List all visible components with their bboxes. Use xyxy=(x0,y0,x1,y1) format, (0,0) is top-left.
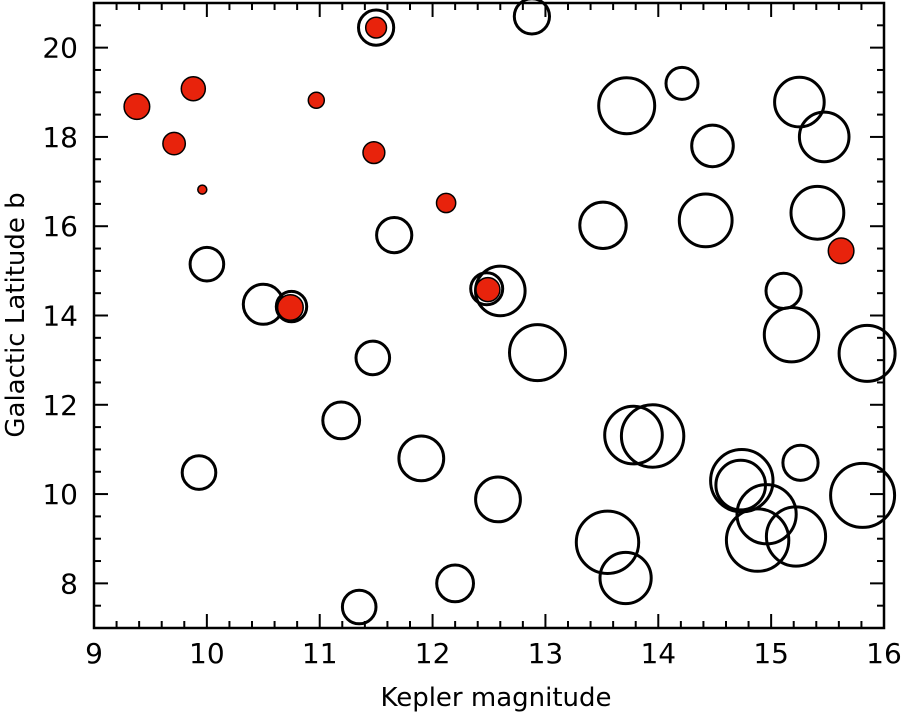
axis-ticks xyxy=(93,2,885,629)
open-data-point xyxy=(773,75,826,129)
filled-data-point xyxy=(827,237,855,265)
open-data-point xyxy=(797,110,851,164)
y-tick-label: 10 xyxy=(42,478,78,511)
open-data-point xyxy=(764,271,803,310)
filled-circle-points xyxy=(123,16,855,322)
tick-labels: 9 10 11 12 13 14 15 16 8 10 12 14 16 18 20 xyxy=(42,32,901,670)
open-data-point xyxy=(375,216,414,255)
x-tick-label: 9 xyxy=(85,637,103,670)
y-tick-label: 12 xyxy=(42,389,78,422)
filled-data-point xyxy=(364,16,388,39)
filled-data-point xyxy=(197,184,208,195)
open-data-point xyxy=(619,403,686,469)
filled-data-point xyxy=(276,293,304,322)
open-data-point xyxy=(598,550,653,606)
x-tick-label: 16 xyxy=(866,637,902,670)
open-circle-points xyxy=(180,0,897,626)
filled-data-point xyxy=(435,192,457,214)
open-data-point xyxy=(321,400,362,441)
open-data-point xyxy=(397,434,446,483)
x-tick-label: 14 xyxy=(640,637,676,670)
open-data-point xyxy=(340,588,378,626)
open-data-point xyxy=(508,323,567,383)
open-data-point xyxy=(597,76,657,136)
filled-data-point xyxy=(162,131,187,156)
open-data-point xyxy=(435,563,476,604)
x-tick-label: 12 xyxy=(415,637,451,670)
open-data-point xyxy=(724,507,791,573)
open-data-point xyxy=(274,289,309,324)
y-axis-label: Galactic Latitude b xyxy=(1,192,31,437)
open-data-point xyxy=(574,509,641,575)
open-data-point xyxy=(781,443,820,482)
y-tick-label: 18 xyxy=(42,121,78,154)
open-data-point xyxy=(789,184,846,241)
open-data-point xyxy=(512,0,551,36)
open-data-point xyxy=(837,323,897,383)
y-tick-label: 8 xyxy=(60,567,78,600)
open-data-point xyxy=(474,475,522,524)
filled-data-point xyxy=(123,93,151,121)
filled-data-point xyxy=(362,140,386,165)
x-tick-label: 13 xyxy=(528,637,564,670)
open-data-point xyxy=(357,8,396,47)
open-data-point xyxy=(180,454,218,491)
open-data-point xyxy=(690,123,735,169)
open-data-point xyxy=(664,65,700,101)
open-data-point xyxy=(188,245,226,283)
filled-data-point xyxy=(307,91,326,110)
x-axis-label: Kepler magnitude xyxy=(380,683,611,713)
open-data-point xyxy=(829,461,897,529)
open-data-point xyxy=(603,404,664,466)
y-tick-label: 16 xyxy=(42,210,78,243)
filled-data-point xyxy=(180,75,207,102)
open-data-point xyxy=(762,306,821,364)
x-tick-label: 10 xyxy=(189,637,225,670)
y-tick-label: 14 xyxy=(42,300,78,333)
x-tick-label: 15 xyxy=(753,637,789,670)
open-data-point xyxy=(578,200,628,251)
y-tick-label: 20 xyxy=(42,32,78,65)
x-tick-label: 11 xyxy=(302,637,338,670)
open-data-point xyxy=(469,271,505,307)
open-data-point xyxy=(677,192,734,249)
open-data-point xyxy=(354,339,392,377)
filled-data-point xyxy=(475,276,501,303)
open-data-point xyxy=(764,505,828,568)
